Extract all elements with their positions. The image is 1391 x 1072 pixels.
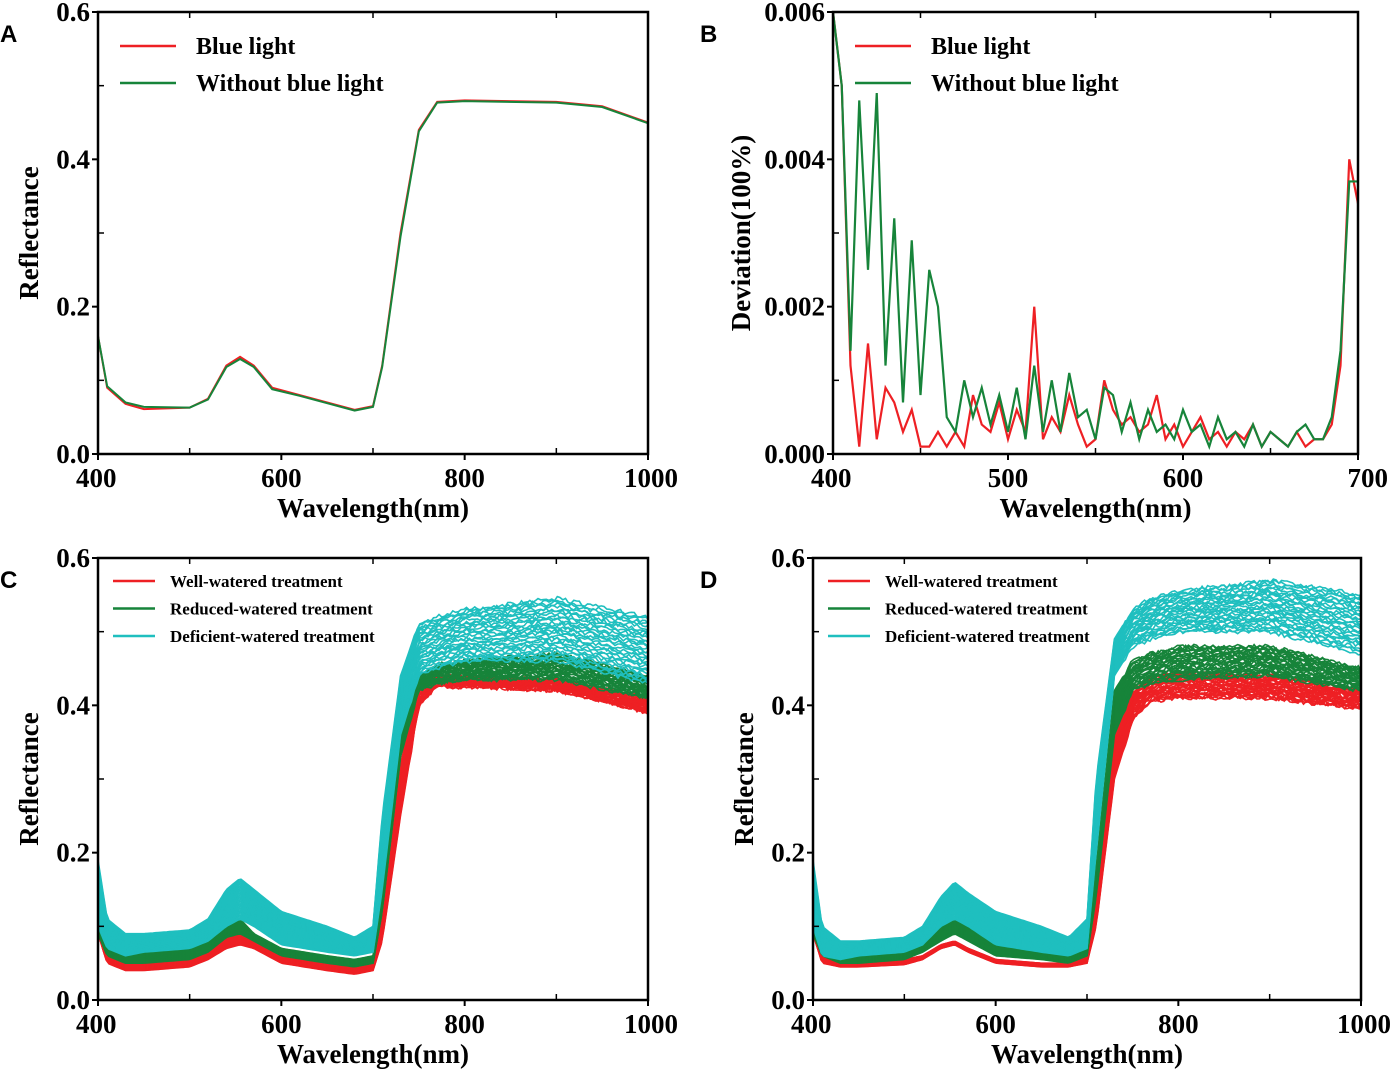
spectrum-line-green (98, 653, 648, 961)
y-axis-label: Reflectance (729, 712, 759, 845)
spectrum-line-green (98, 659, 648, 963)
legend-item: Deficient-watered treatment (113, 627, 375, 646)
legend-label: Blue light (931, 34, 1030, 60)
x-tick-label: 600 (975, 1009, 1016, 1039)
spectrum-line-teal (98, 649, 648, 954)
y-axis-label: Deviation(100%) (726, 135, 756, 331)
x-tick-label: 600 (261, 463, 302, 493)
y-tick-label: 0.2 (771, 838, 805, 868)
spectrum-line-teal (98, 658, 648, 957)
plot-lines (833, 12, 1358, 450)
y-axis-label: Reflectance (14, 166, 44, 299)
spectrum-line-green (98, 652, 648, 961)
y-tick-label: 0.4 (56, 690, 90, 720)
spectrum-line-green (98, 656, 648, 962)
y-tick-label: 0.002 (764, 292, 825, 322)
spectrum-line-green (98, 651, 648, 961)
legend-label: Well-watered treatment (885, 572, 1058, 591)
y-tick-label: 0.4 (56, 144, 90, 174)
y-tick-label: 0.4 (771, 690, 805, 720)
y-axis-label: Reflectance (14, 712, 44, 845)
legend-label: Blue light (196, 34, 295, 60)
x-tick-label: 600 (261, 1009, 302, 1039)
y-tick-label: 0.2 (56, 838, 90, 868)
panel-b: 400 500 600 700 0.000 0.002 0.004 0.006 Waveleng… (700, 0, 1388, 523)
spectrum-line-teal (813, 593, 1361, 948)
y-tick-label: 0.6 (56, 543, 90, 573)
legend-label: Reduced-watered treatment (170, 600, 373, 619)
x-tick-label: 600 (1163, 463, 1204, 493)
spectrum-line-teal (98, 599, 648, 940)
legend-label: Deficient-watered treatment (170, 627, 375, 646)
spectrum-line-teal (813, 596, 1361, 949)
spectrum-line-green (98, 657, 648, 962)
spectrum-line-teal (98, 653, 648, 956)
series-line-green (98, 100, 648, 412)
legend-item: Blue light (120, 34, 295, 60)
x-tick-label: 500 (988, 463, 1029, 493)
panel-c: 400 600 800 1000 0.0 0.2 0.4 0.6 Wavelength(nm) R… (0, 543, 678, 1069)
y-tick-label: 0.0 (56, 985, 90, 1015)
spectrum-line-green (98, 654, 648, 962)
legend-item: Well-watered treatment (113, 572, 343, 591)
series-line-red (98, 99, 648, 411)
x-tick-label: 400 (811, 463, 852, 493)
legend-item: Deficient-watered treatment (828, 627, 1090, 646)
plot-lines (98, 99, 648, 412)
x-tick-label: 800 (444, 463, 485, 493)
y-tick-label: 0.000 (764, 439, 825, 469)
spectrum-line-green (98, 657, 648, 962)
legend-item: Well-watered treatment (828, 572, 1058, 591)
panel-label: C (0, 567, 17, 594)
x-tick-label: 800 (1158, 1009, 1199, 1039)
x-tick-label: 800 (444, 1009, 485, 1039)
x-tick-label: 400 (76, 463, 117, 493)
series-line-green (833, 12, 1358, 450)
x-axis-label: Wavelength(nm) (1000, 493, 1192, 523)
legend-label: Reduced-watered treatment (885, 600, 1088, 619)
y-tick-label: 0.0 (771, 985, 805, 1015)
y-tick-label: 0.2 (56, 292, 90, 322)
y-tick-label: 0.0 (56, 439, 90, 469)
legend-item: Reduced-watered treatment (113, 600, 373, 619)
legend-label: Well-watered treatment (170, 572, 343, 591)
plot-lines (98, 595, 648, 975)
spectrum-line-teal (98, 651, 648, 955)
x-tick-label: 1000 (624, 1009, 678, 1039)
panel-label: B (700, 21, 717, 48)
x-axis-label: Wavelength(nm) (277, 493, 469, 523)
y-tick-label: 0.6 (56, 0, 90, 27)
x-tick-label: 1000 (1337, 1009, 1391, 1039)
legend-item: Reduced-watered treatment (828, 600, 1088, 619)
plot-lines (813, 578, 1361, 968)
panel-label: A (0, 21, 17, 48)
spectrum-line-green (98, 658, 648, 963)
spectrum-line-teal (98, 656, 648, 956)
panel-d: 400 600 800 1000 0.0 0.2 0.4 0.6 Wavelength(nm) R… (700, 543, 1391, 1069)
legend-item: Without blue light (855, 71, 1119, 97)
x-tick-label: 400 (791, 1009, 832, 1039)
y-tick-label: 0.004 (764, 144, 825, 174)
legend-label: Without blue light (931, 71, 1119, 97)
x-tick-label: 400 (76, 1009, 117, 1039)
y-tick-label: 0.006 (764, 0, 825, 27)
x-tick-label: 700 (1348, 463, 1389, 493)
spectrum-line-teal (98, 595, 648, 938)
spectrum-line-teal (813, 578, 1361, 942)
panel-a: 400 600 800 1000 0.0 0.2 0.4 0.6 Wavelength(nm) R… (0, 0, 678, 523)
legend-label: Deficient-watered treatment (885, 627, 1090, 646)
x-tick-label: 1000 (624, 463, 678, 493)
y-tick-label: 0.6 (771, 543, 805, 573)
legend-label: Without blue light (196, 71, 384, 97)
legend-item: Blue light (855, 34, 1030, 60)
x-axis-label: Wavelength(nm) (991, 1039, 1183, 1069)
legend-item: Without blue light (120, 71, 384, 97)
x-axis-label: Wavelength(nm) (277, 1039, 469, 1069)
spectrum-line-green (98, 653, 648, 961)
panel-label: D (700, 567, 717, 594)
